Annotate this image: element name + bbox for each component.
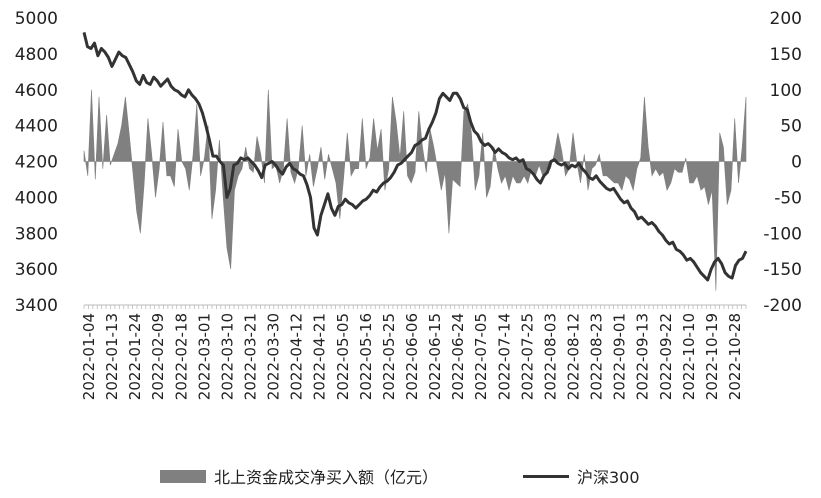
x-tick-label: 2022-04-12 bbox=[288, 313, 306, 400]
north-bound-net-buy-area bbox=[83, 89, 747, 291]
legend-label-csi300: 沪深300 bbox=[577, 468, 640, 487]
legend: 北上资金成交净买入额（亿元） 沪深300 bbox=[0, 462, 821, 492]
legend-item-csi300: 沪深300 bbox=[523, 464, 640, 488]
left-y-tick-label: 4800 bbox=[15, 45, 58, 65]
right-y-tick-label: -50 bbox=[774, 188, 802, 208]
x-tick-label: 2022-01-24 bbox=[126, 313, 144, 400]
right-y-tick-label: 200 bbox=[770, 9, 802, 29]
x-tick-label: 2022-06-15 bbox=[426, 313, 444, 400]
right-y-tick-label: -100 bbox=[763, 224, 802, 244]
csi300-series-line bbox=[82, 32, 748, 282]
csi300-line bbox=[82, 32, 748, 282]
x-tick-label: 2022-07-05 bbox=[472, 313, 490, 400]
left-y-tick-label: 3600 bbox=[15, 260, 58, 280]
x-axis bbox=[83, 304, 747, 309]
x-tick-label: 2022-08-12 bbox=[565, 313, 583, 400]
x-tick-label: 2022-05-25 bbox=[380, 313, 398, 400]
x-tick-label: 2022-08-03 bbox=[541, 313, 559, 400]
x-tick-label: 2022-05-05 bbox=[334, 313, 352, 400]
left-y-tick-label: 5000 bbox=[15, 9, 58, 29]
legend-swatch-area bbox=[160, 469, 206, 483]
right-y-tick-label: 100 bbox=[770, 81, 802, 101]
x-tick-label: 2022-03-30 bbox=[265, 313, 283, 400]
x-tick-label: 2022-01-13 bbox=[103, 313, 121, 400]
legend-label-net-buy: 北上资金成交净买入额（亿元） bbox=[214, 468, 439, 487]
x-tick-label: 2022-01-04 bbox=[80, 313, 98, 400]
x-tick-label: 2022-07-25 bbox=[518, 313, 536, 400]
x-tick-label: 2022-03-10 bbox=[218, 313, 236, 400]
x-tick-label: 2022-06-06 bbox=[403, 313, 421, 400]
x-tick-label: 2022-03-01 bbox=[195, 313, 213, 400]
right-y-tick-label: 0 bbox=[791, 153, 802, 173]
right-y-tick-label: -150 bbox=[763, 260, 802, 280]
left-y-tick-label: 3400 bbox=[15, 296, 58, 316]
right-y-axis: -200 -150 -100 -50 0 50 100 150 200 bbox=[763, 9, 802, 316]
legend-swatch-line bbox=[523, 474, 569, 478]
right-y-tick-label: 50 bbox=[780, 117, 802, 137]
x-tick-label: 2022-07-14 bbox=[495, 313, 513, 400]
x-tick-label: 2022-03-21 bbox=[242, 313, 260, 400]
x-tick-label: 2022-10-19 bbox=[703, 313, 721, 400]
x-tick-label: 2022-05-16 bbox=[357, 313, 375, 400]
left-y-tick-label: 4000 bbox=[15, 188, 58, 208]
x-tick-label: 2022-10-10 bbox=[680, 313, 698, 400]
left-y-tick-label: 3800 bbox=[15, 224, 58, 244]
x-axis-tick-labels: 2022-01-04 2022-01-13 2022-01-24 2022-02-09… bbox=[80, 313, 744, 400]
x-tick-label: 2022-02-18 bbox=[172, 313, 190, 400]
x-tick-label: 2022-09-22 bbox=[657, 313, 675, 400]
left-y-axis: 3400 3600 3800 4000 4200 4400 4600 4800 5000 bbox=[15, 9, 58, 316]
left-y-tick-label: 4200 bbox=[15, 153, 58, 173]
left-y-tick-label: 4400 bbox=[15, 117, 58, 137]
left-y-tick-label: 4600 bbox=[15, 81, 58, 101]
x-tick-label: 2022-02-09 bbox=[149, 313, 167, 400]
legend-item-net-buy: 北上资金成交净买入额（亿元） bbox=[160, 464, 438, 488]
right-y-tick-label: 150 bbox=[770, 45, 802, 65]
x-tick-label: 2022-10-28 bbox=[726, 313, 744, 400]
x-tick-label: 2022-09-13 bbox=[634, 313, 652, 400]
x-tick-label: 2022-06-24 bbox=[449, 313, 467, 400]
x-tick-label: 2022-09-01 bbox=[611, 313, 629, 400]
x-tick-label: 2022-04-21 bbox=[311, 313, 329, 400]
north-bound-net-buy-area-shape bbox=[83, 89, 747, 291]
x-tick-label: 2022-08-23 bbox=[588, 313, 606, 400]
right-y-tick-label: -200 bbox=[763, 296, 802, 316]
